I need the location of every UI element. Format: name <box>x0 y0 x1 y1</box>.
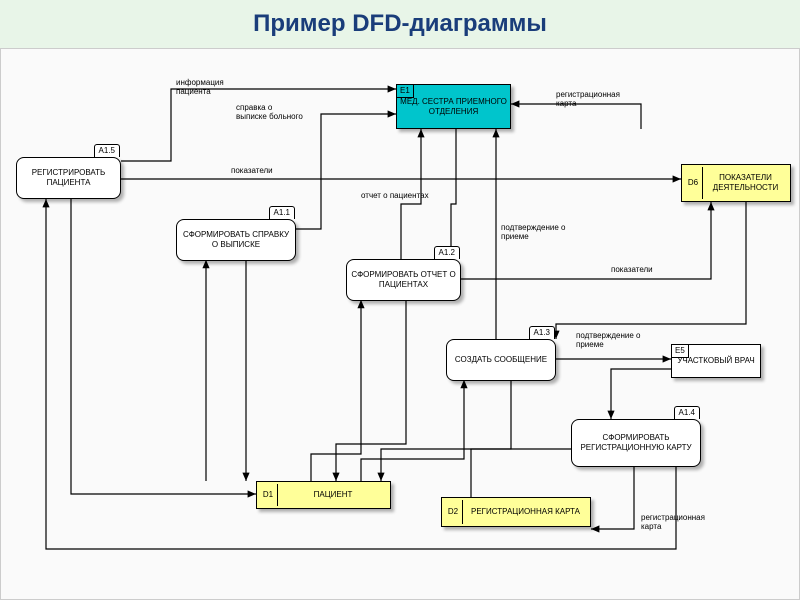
flow-label: подтверждение оприеме <box>576 332 640 350</box>
process-a14: A1.4 СФОРМИРОВАТЬ РЕГИСТРАЦИОННУЮ КАРТУ <box>571 419 701 467</box>
process-label: РЕГИСТРИРОВАТЬ ПАЦИЕНТА <box>19 168 118 187</box>
datastore-label: ПОКАЗАТЕЛИ ДЕЯТЕЛЬНОСТИ <box>703 167 788 199</box>
datastore-d6: D6 ПОКАЗАТЕЛИ ДЕЯТЕЛЬНОСТИ <box>681 164 791 202</box>
process-label: СФОРМИРОВАТЬ РЕГИСТРАЦИОННУЮ КАРТУ <box>574 433 698 452</box>
datastore-label: ПАЦИЕНТ <box>278 484 388 506</box>
process-tag: A1.3 <box>529 326 555 339</box>
process-tag: A1.1 <box>269 206 295 219</box>
process-a13: A1.3 СОЗДАТЬ СООБЩЕНИЕ <box>446 339 556 381</box>
datastore-d1: D1 ПАЦИЕНТ <box>256 481 391 509</box>
external-tag: E1 <box>397 85 414 98</box>
diagram-canvas: A1.5 РЕГИСТРИРОВАТЬ ПАЦИЕНТА A1.1 СФОРМИ… <box>0 48 800 600</box>
external-e5: E5 УЧАСТКОВЫЙ ВРАЧ <box>671 344 761 378</box>
datastore-tag: D6 <box>684 167 703 199</box>
external-e1: E1 МЕД. СЕСТРА ПРИЕМНОГО ОТДЕЛЕНИЯ <box>396 84 511 129</box>
process-label: СФОРМИРОВАТЬ СПРАВКУ О ВЫПИСКЕ <box>179 230 293 249</box>
process-tag: A1.5 <box>94 144 120 157</box>
flow-label: информацияпациента <box>176 79 224 97</box>
flow-label: регистрационнаякарта <box>641 514 705 532</box>
flow-label: регистрационнаякарта <box>556 91 620 109</box>
flow-label: показатели <box>611 266 653 275</box>
datastore-tag: D2 <box>444 500 463 524</box>
process-label: СФОРМИРОВАТЬ ОТЧЕТ О ПАЦИЕНТАХ <box>349 270 458 289</box>
flow-label: подтверждение оприеме <box>501 224 565 242</box>
flow-label: показатели <box>231 167 273 176</box>
process-label: СОЗДАТЬ СООБЩЕНИЕ <box>455 355 547 365</box>
page-title: Пример DFD-диаграммы <box>0 0 800 48</box>
external-label: УЧАСТКОВЫЙ ВРАЧ <box>677 356 754 366</box>
datastore-tag: D1 <box>259 484 278 506</box>
datastore-label: РЕГИСТРАЦИОННАЯ КАРТА <box>463 500 588 524</box>
external-label: МЕД. СЕСТРА ПРИЕМНОГО ОТДЕЛЕНИЯ <box>399 97 508 116</box>
external-tag: E5 <box>672 345 689 358</box>
process-tag: A1.2 <box>434 246 460 259</box>
process-a15: A1.5 РЕГИСТРИРОВАТЬ ПАЦИЕНТА <box>16 157 121 199</box>
process-tag: A1.4 <box>674 406 700 419</box>
flow-label: справка овыписке больного <box>236 104 303 122</box>
process-a12: A1.2 СФОРМИРОВАТЬ ОТЧЕТ О ПАЦИЕНТАХ <box>346 259 461 301</box>
flow-label: отчет о пациентах <box>361 192 429 201</box>
process-a11: A1.1 СФОРМИРОВАТЬ СПРАВКУ О ВЫПИСКЕ <box>176 219 296 261</box>
datastore-d2: D2 РЕГИСТРАЦИОННАЯ КАРТА <box>441 497 591 527</box>
title-text: Пример DFD-диаграммы <box>253 10 547 38</box>
